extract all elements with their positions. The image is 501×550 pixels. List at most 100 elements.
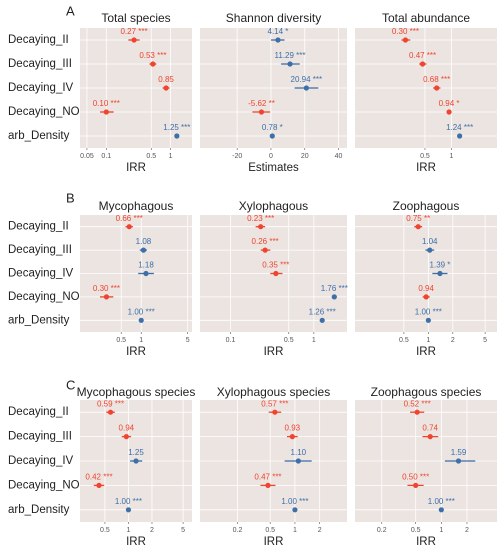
x-tick-label: 1 — [126, 527, 130, 534]
x-tick-label: 0.1 — [101, 153, 111, 160]
x-tick-label: 0.2 — [233, 527, 243, 534]
category-label: Decaying_NO — [8, 291, 80, 303]
x-tick-label: 0.5 — [284, 337, 294, 344]
value-label: 1.08 — [136, 237, 152, 246]
x-axis-label: IRR — [416, 346, 436, 358]
value-label: 0.59 *** — [97, 399, 124, 408]
value-label: 0.93 — [285, 424, 301, 433]
x-axis-label: IRR — [126, 536, 146, 548]
x-tick-label: -20 — [232, 153, 242, 160]
value-label: 0.10 *** — [93, 99, 120, 108]
panel-title: Zoophagous species — [371, 385, 482, 399]
point — [103, 109, 109, 115]
category-label: Decaying_IV — [8, 82, 74, 94]
value-label: 1.25 — [128, 448, 144, 457]
x-tick-label: 5 — [483, 337, 487, 344]
point — [123, 434, 129, 440]
value-label: 20.94 *** — [291, 75, 323, 84]
point — [303, 85, 309, 91]
value-label: 1.00 *** — [415, 307, 442, 316]
point — [140, 247, 147, 253]
point — [163, 85, 169, 91]
x-tick-label: 2 — [318, 527, 322, 534]
point — [174, 133, 180, 139]
value-label: 0.94 * — [439, 99, 460, 108]
value-label: 4.14 * — [268, 27, 289, 36]
value-label: 1.76 *** — [321, 284, 348, 293]
value-label: 0.66 *** — [116, 214, 143, 223]
point — [96, 482, 102, 488]
panel-title: Mycophagous — [99, 199, 174, 213]
value-label: 1.18 — [138, 261, 154, 270]
point — [126, 224, 132, 230]
x-tick-label: 2 — [150, 527, 154, 534]
point — [103, 294, 110, 300]
point — [133, 458, 139, 464]
value-label: 0.26 *** — [252, 237, 279, 246]
panel-title: Zoophagous — [393, 199, 460, 213]
category-label: Decaying_III — [8, 431, 72, 443]
point — [287, 61, 293, 67]
point — [289, 434, 295, 440]
category-label: Decaying_NO — [8, 106, 80, 118]
value-label: 0.42 *** — [85, 473, 112, 482]
value-label: 1.26 *** — [309, 307, 336, 316]
panel-title: Mycophagous species — [77, 385, 196, 399]
panel-title: Shannon diversity — [226, 11, 321, 25]
value-label: 0.53 *** — [139, 51, 166, 60]
x-tick-label: 1 — [293, 527, 297, 534]
x-tick-label: 5 — [181, 527, 185, 534]
x-axis-label: IRR — [416, 162, 436, 174]
point — [419, 61, 426, 67]
category-label: Decaying_NO — [8, 479, 80, 491]
category-label: arb_Density — [8, 314, 70, 326]
panel-letter: A — [66, 3, 75, 18]
panel-letter: B — [66, 190, 75, 205]
panel-title: Xylophagous — [239, 199, 308, 213]
value-label: 1.25 *** — [163, 123, 190, 132]
value-label: 0.85 — [158, 75, 174, 84]
value-label: 0.23 *** — [247, 214, 274, 223]
point — [143, 270, 149, 277]
category-label: Decaying_II — [8, 406, 69, 418]
value-label: 1.00 *** — [281, 497, 308, 506]
x-tick-label: 0.5 — [265, 527, 275, 534]
category-label: Decaying_IV — [8, 455, 74, 467]
x-tick-label: 0.1 — [226, 337, 236, 344]
x-tick-label: 2 — [451, 337, 455, 344]
value-label: 0.94 — [119, 424, 135, 433]
value-label: 1.00 *** — [428, 497, 455, 506]
value-label: 11.29 *** — [275, 51, 306, 60]
value-label: 0.30 *** — [392, 27, 419, 36]
point — [402, 37, 409, 43]
point — [425, 317, 431, 323]
point — [319, 317, 325, 323]
x-tick-label: 20 — [301, 153, 309, 160]
category-label: Decaying_III — [8, 244, 72, 256]
x-tick-label: 1 — [139, 337, 143, 344]
value-label: 0.50 *** — [402, 473, 429, 482]
point — [423, 294, 429, 300]
point — [457, 133, 463, 139]
panel-letter: C — [66, 377, 75, 392]
x-axis-label: IRR — [416, 536, 436, 548]
x-tick-label: 2 — [465, 527, 469, 534]
point — [107, 409, 114, 415]
value-label: 1.24 *** — [446, 123, 473, 132]
point — [438, 507, 444, 513]
point — [427, 247, 433, 253]
value-label: 0.47 *** — [409, 51, 436, 60]
x-tick-label: 0.05 — [80, 153, 94, 160]
category-label: arb_Density — [8, 130, 70, 142]
panel-title: Total species — [101, 11, 170, 25]
panel-title: Xylophagous species — [217, 385, 330, 399]
x-tick-label: 0 — [269, 153, 273, 160]
x-tick-label: 0.5 — [420, 153, 430, 160]
point — [272, 409, 278, 415]
category-label: arb_Density — [8, 504, 70, 516]
value-label: 0.68 *** — [423, 75, 450, 84]
x-tick-label: 5 — [186, 337, 190, 344]
point — [131, 37, 137, 43]
value-label: 0.47 *** — [254, 473, 281, 482]
